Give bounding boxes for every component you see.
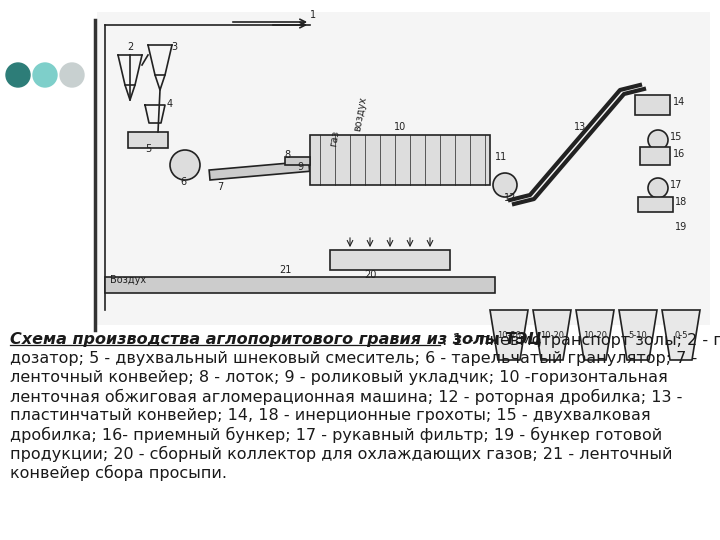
Circle shape	[648, 130, 668, 150]
Text: 20: 20	[364, 270, 376, 280]
Polygon shape	[662, 310, 700, 360]
Text: пластинчатый конвейер; 14, 18 - инерционные грохоты; 15 - двухвалковая: пластинчатый конвейер; 14, 18 - инерцион…	[10, 408, 651, 423]
Text: 18: 18	[675, 197, 688, 207]
Text: 1: 1	[310, 10, 316, 20]
Text: 10-20: 10-20	[540, 330, 564, 340]
Text: 12: 12	[504, 193, 516, 203]
Circle shape	[33, 63, 57, 87]
Text: 5: 5	[145, 144, 151, 154]
Text: Воздух: Воздух	[110, 275, 146, 285]
Bar	[128, 132, 168, 148]
Polygon shape	[490, 310, 528, 360]
Text: 5-10: 5-10	[629, 330, 647, 340]
Text: 0-5: 0-5	[674, 330, 688, 340]
Text: 10-20: 10-20	[583, 330, 607, 340]
Polygon shape	[619, 310, 657, 360]
Text: 6: 6	[180, 177, 186, 187]
Text: 16: 16	[673, 149, 685, 159]
Bar	[635, 95, 670, 115]
Text: 15: 15	[670, 132, 683, 142]
Text: ленточный конвейер; 8 - лоток; 9 - роликовый укладчик; 10 -горизонтальная: ленточный конвейер; 8 - лоток; 9 - ролик…	[10, 370, 667, 385]
Bar	[285, 157, 310, 165]
Text: конвейер сбора просыпи.: конвейер сбора просыпи.	[10, 465, 227, 481]
Text: 11: 11	[495, 152, 508, 162]
Bar	[330, 250, 450, 270]
Text: газ: газ	[328, 129, 341, 147]
Circle shape	[493, 173, 517, 197]
Text: : 1 - пневмотранспорт золы; 2 - пневмотранспорт возврата; 3 - расходный бункер :: : 1 - пневмотранспорт золы; 2 - пневмотр…	[442, 332, 720, 348]
Text: продукции; 20 - сборный коллектор для охлаждающих газов; 21 - ленточный: продукции; 20 - сборный коллектор для ох…	[10, 446, 672, 462]
Polygon shape	[576, 310, 614, 360]
Text: 10: 10	[394, 122, 406, 132]
Text: 17: 17	[670, 180, 683, 190]
Circle shape	[170, 150, 200, 180]
Bar	[209, 161, 310, 180]
Text: 3: 3	[171, 42, 177, 52]
Text: ленточная обжиговая агломерационная машина; 12 - роторная дробилка; 13 -: ленточная обжиговая агломерационная маши…	[10, 389, 683, 405]
Bar	[310, 135, 490, 185]
Bar	[105, 277, 495, 293]
Bar	[97, 12, 710, 325]
Text: дробилка; 16- приемный бункер; 17 - рукавный фильтр; 19 - бункер готовой: дробилка; 16- приемный бункер; 17 - рука…	[10, 427, 662, 443]
Circle shape	[60, 63, 84, 87]
Text: 7: 7	[217, 182, 223, 192]
Text: 8: 8	[284, 150, 290, 160]
Text: 4: 4	[167, 99, 173, 109]
Text: Схема производства аглопоритового гравия из золы ТЭЦ: Схема производства аглопоритового гравия…	[10, 332, 542, 347]
Text: воздух: воздух	[352, 96, 368, 132]
Text: 13: 13	[574, 122, 586, 132]
Polygon shape	[533, 310, 571, 360]
Text: 9: 9	[297, 162, 303, 172]
Text: 14: 14	[673, 97, 685, 107]
Text: 19: 19	[675, 222, 688, 232]
Text: 21: 21	[279, 265, 291, 275]
Text: дозатор; 5 - двухвальный шнековый смеситель; 6 - тарельчатый гранулятор; 7 -: дозатор; 5 - двухвальный шнековый смесит…	[10, 351, 697, 366]
Bar	[638, 197, 673, 212]
Bar	[640, 147, 670, 165]
Text: 10-20: 10-20	[497, 330, 521, 340]
Text: 2: 2	[127, 42, 133, 52]
Circle shape	[6, 63, 30, 87]
Circle shape	[648, 178, 668, 198]
